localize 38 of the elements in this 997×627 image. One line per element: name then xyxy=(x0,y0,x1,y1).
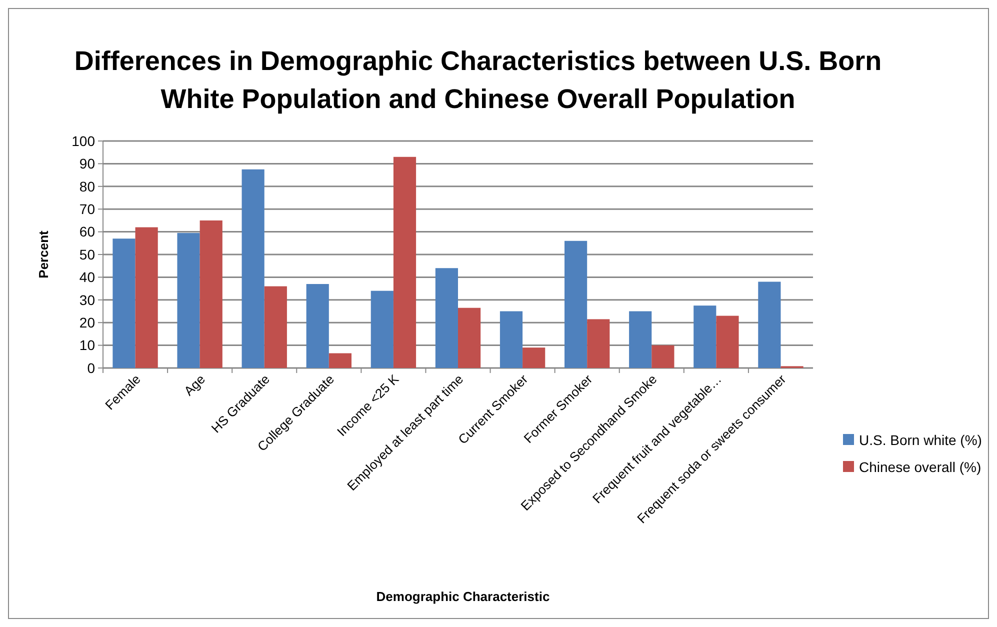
y-axis-title: Percent xyxy=(36,230,51,278)
bar xyxy=(306,284,329,368)
y-tick-label: 30 xyxy=(79,292,96,308)
bar xyxy=(264,286,287,368)
legend-label: U.S. Born white (%) xyxy=(859,432,982,448)
x-tick-label: Age xyxy=(180,372,208,398)
bar xyxy=(629,311,652,368)
bar xyxy=(716,316,739,368)
bar xyxy=(242,169,264,368)
bar xyxy=(458,308,481,368)
y-tick-label: 70 xyxy=(79,201,96,217)
bar xyxy=(652,345,674,368)
bar xyxy=(135,227,158,368)
chart-title: Differences in Demographic Characteristics between U.S. Born White Population and Chinese Overall Population xyxy=(74,46,882,114)
legend-label: Chinese overall (%) xyxy=(859,458,982,475)
y-tick-label: 60 xyxy=(79,224,96,240)
y-tick-label: 0 xyxy=(87,360,96,376)
bar xyxy=(694,306,716,368)
bar xyxy=(522,348,546,368)
y-tick-label: 10 xyxy=(79,337,96,354)
y-tick-label: 50 xyxy=(79,246,96,262)
y-tick-label: 20 xyxy=(79,314,96,330)
bar xyxy=(393,156,416,368)
bar xyxy=(370,290,394,368)
bar xyxy=(328,353,352,368)
bar xyxy=(200,220,222,368)
bar xyxy=(758,282,781,368)
x-axis-title: Demographic Characteristic xyxy=(376,589,550,604)
bar xyxy=(587,319,610,368)
y-tick-label: 100 xyxy=(72,132,96,149)
y-tick-label: 80 xyxy=(79,178,96,194)
bar xyxy=(177,232,200,368)
bar xyxy=(435,268,458,368)
bar xyxy=(564,240,588,368)
bar xyxy=(500,311,523,368)
y-tick-label: 40 xyxy=(79,269,96,286)
bar xyxy=(112,238,136,368)
y-tick-label: 90 xyxy=(79,156,96,172)
